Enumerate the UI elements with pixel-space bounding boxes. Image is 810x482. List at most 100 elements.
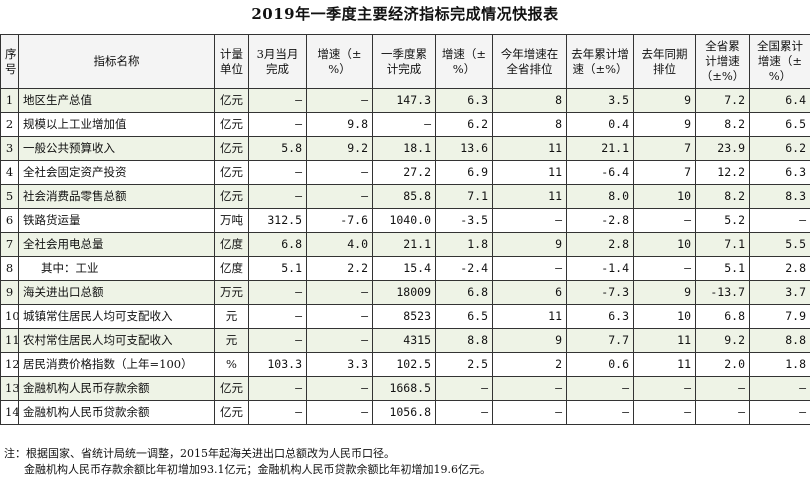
cell-nation: 3.7 xyxy=(749,280,810,305)
table-row: 9 海关进出口总额 万元 — —18009 6.8 6 -7.3 9 -13.7 3.7 xyxy=(0,280,810,305)
cell-no: 13 xyxy=(0,376,19,401)
cell-prev-growth: 7.7 xyxy=(566,328,634,353)
cell-prev-rank: 9 xyxy=(633,112,696,137)
cell-prev-rank: 11 xyxy=(633,328,696,353)
header-name: 指标名称 xyxy=(18,34,215,89)
cell-rank: 11 xyxy=(492,136,567,161)
cell-growth2: 13.6 xyxy=(435,136,493,161)
cell-prev-rank: 9 xyxy=(633,88,696,113)
cell-q1: 102.5 xyxy=(372,352,436,377)
table-row: 11 农村常住居民人均可支配收入元 — —4315 8.8 9 7.7 11 9.2 8.8 xyxy=(0,328,810,353)
cell-growth1: — xyxy=(306,280,373,305)
cell-no: 12 xyxy=(0,352,19,377)
cell-prev-growth: 0.6 xyxy=(566,352,634,377)
cell-growth1: — xyxy=(306,400,373,425)
cell-no: 7 xyxy=(0,232,19,257)
cell-growth2: 1.8 xyxy=(435,232,493,257)
cell-march: — xyxy=(248,112,307,137)
cell-unit: 元 xyxy=(214,304,249,329)
cell-no: 4 xyxy=(0,160,19,185)
cell-unit: 亿元 xyxy=(214,376,249,401)
cell-q1: 147.3 xyxy=(372,88,436,113)
table-row: 7 全社会用电总量 亿度 6.8 4.0 21.1 1.8 9 2.8 10 7.1 5.5 xyxy=(0,232,810,257)
cell-nation: 6.3 xyxy=(749,160,810,185)
cell-rank: 11 xyxy=(492,160,567,185)
cell-prev-rank: 7 xyxy=(633,160,696,185)
cell-unit: % xyxy=(214,352,249,377)
cell-name: 其中：工业 xyxy=(18,256,215,281)
cell-prev-rank: — xyxy=(633,256,696,281)
cell-rank: — xyxy=(492,208,567,233)
cell-prev-growth: 0.4 xyxy=(566,112,634,137)
cell-unit: 亿元 xyxy=(214,184,249,209)
cell-prev-growth: 8.0 xyxy=(566,184,634,209)
cell-unit: 亿元 xyxy=(214,112,249,137)
cell-growth1: — xyxy=(306,88,373,113)
cell-no: 6 xyxy=(0,208,19,233)
cell-growth2: 6.8 xyxy=(435,280,493,305)
cell-rank: 9 xyxy=(492,232,567,257)
cell-nation: 8.8 xyxy=(749,328,810,353)
cell-prov: — xyxy=(695,376,750,401)
header-growth1: 增速（±%） xyxy=(306,34,373,89)
cell-prev-rank: 10 xyxy=(633,184,696,209)
cell-nation: — xyxy=(749,208,810,233)
cell-prev-growth: 3.5 xyxy=(566,88,634,113)
cell-growth1: -7.6 xyxy=(306,208,373,233)
cell-march: 5.1 xyxy=(248,256,307,281)
cell-growth1: — xyxy=(306,376,373,401)
cell-march: — xyxy=(248,400,307,425)
cell-prov: 7.1 xyxy=(695,232,750,257)
header-q1: 一季度累计完成 xyxy=(372,34,436,89)
header-unit: 计量单位 xyxy=(214,34,249,89)
cell-prov: 5.1 xyxy=(695,256,750,281)
cell-march: — xyxy=(248,88,307,113)
cell-prev-rank: 7 xyxy=(633,136,696,161)
cell-prev-rank: 9 xyxy=(633,280,696,305)
cell-unit: 亿度 xyxy=(214,232,249,257)
cell-name: 农村常住居民人均可支配收入 xyxy=(18,328,215,353)
cell-march: — xyxy=(248,160,307,185)
cell-prev-growth: 21.1 xyxy=(566,136,634,161)
header-no: 序号 xyxy=(0,34,19,89)
cell-growth1: — xyxy=(306,184,373,209)
cell-prev-rank: 11 xyxy=(633,352,696,377)
cell-name: 海关进出口总额 xyxy=(18,280,215,305)
cell-prov: 7.2 xyxy=(695,88,750,113)
header-growth2: 增速（±%） xyxy=(435,34,493,89)
table-header-row: 序号 指标名称 计量单位 3月当月完成 增速（±%） 一季度累计完成 增速（±%… xyxy=(0,34,810,89)
table-row: 14 金融机构人民币贷款余额 亿元 — —1056.8— — — — — — xyxy=(0,400,810,425)
cell-unit: 亿元 xyxy=(214,400,249,425)
cell-prev-growth: -2.8 xyxy=(566,208,634,233)
cell-march: 312.5 xyxy=(248,208,307,233)
cell-prev-rank: — xyxy=(633,400,696,425)
cell-prov: 9.2 xyxy=(695,328,750,353)
cell-prov: 12.2 xyxy=(695,160,750,185)
cell-unit: 亿元 xyxy=(214,88,249,113)
cell-prov: 8.2 xyxy=(695,112,750,137)
cell-growth2: 2.5 xyxy=(435,352,493,377)
cell-prev-rank: — xyxy=(633,376,696,401)
cell-march: 103.3 xyxy=(248,352,307,377)
cell-rank: — xyxy=(492,256,567,281)
cell-growth1: 9.2 xyxy=(306,136,373,161)
cell-growth2: — xyxy=(435,400,493,425)
cell-growth1: — xyxy=(306,160,373,185)
cell-growth1: 3.3 xyxy=(306,352,373,377)
cell-nation: 6.4 xyxy=(749,88,810,113)
cell-q1: 4315 xyxy=(372,328,436,353)
report-title: 2019年一季度主要经济指标完成情况快报表 xyxy=(251,5,559,23)
cell-prov: 23.9 xyxy=(695,136,750,161)
cell-growth2: 7.1 xyxy=(435,184,493,209)
cell-growth2: 8.8 xyxy=(435,328,493,353)
cell-nation: 6.2 xyxy=(749,136,810,161)
cell-rank: 8 xyxy=(492,88,567,113)
cell-rank: — xyxy=(492,400,567,425)
cell-name: 全社会用电总量 xyxy=(18,232,215,257)
cell-rank: — xyxy=(492,376,567,401)
cell-march: — xyxy=(248,304,307,329)
cell-growth2: 6.5 xyxy=(435,304,493,329)
cell-growth2: -2.4 xyxy=(435,256,493,281)
footnote-line-2: 金融机构人民币存款余额比年初增加93.1亿元；金融机构人民币贷款余额比年初增加1… xyxy=(24,463,491,476)
cell-no: 14 xyxy=(0,400,19,425)
